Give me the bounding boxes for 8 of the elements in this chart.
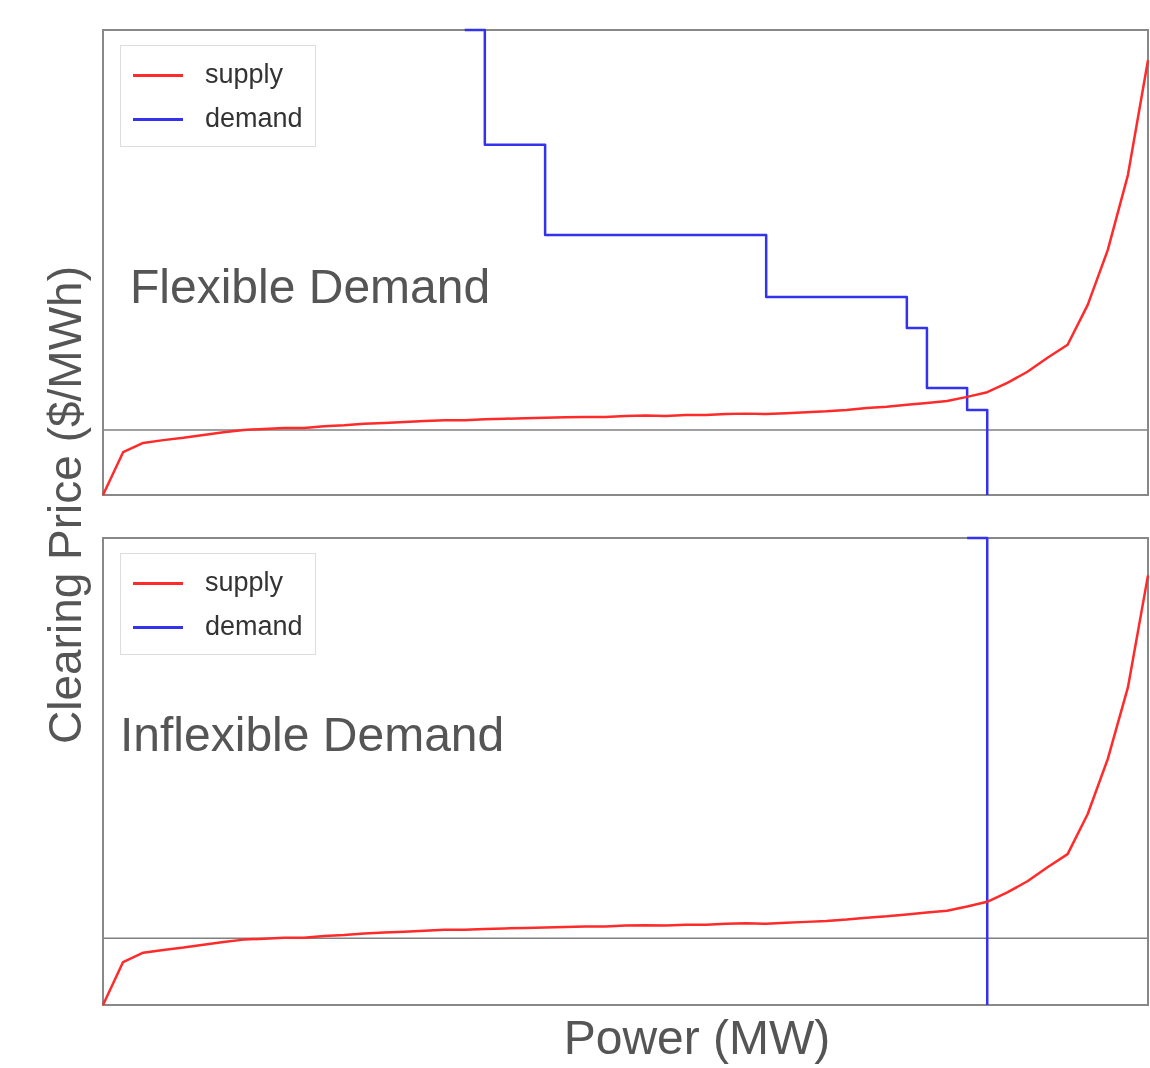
annotation: Flexible Demand [130,260,491,314]
legend-label: demand [204,610,303,643]
annotation: Inflexible Demand [120,708,505,762]
y-axis-title: Clearing Price ($/MWh) [38,266,92,744]
legend-label: demand [204,102,303,135]
legend-label: supply [204,566,285,599]
legend-label: supply [204,58,285,91]
x-axis-title: Power (MW) [563,1010,831,1065]
